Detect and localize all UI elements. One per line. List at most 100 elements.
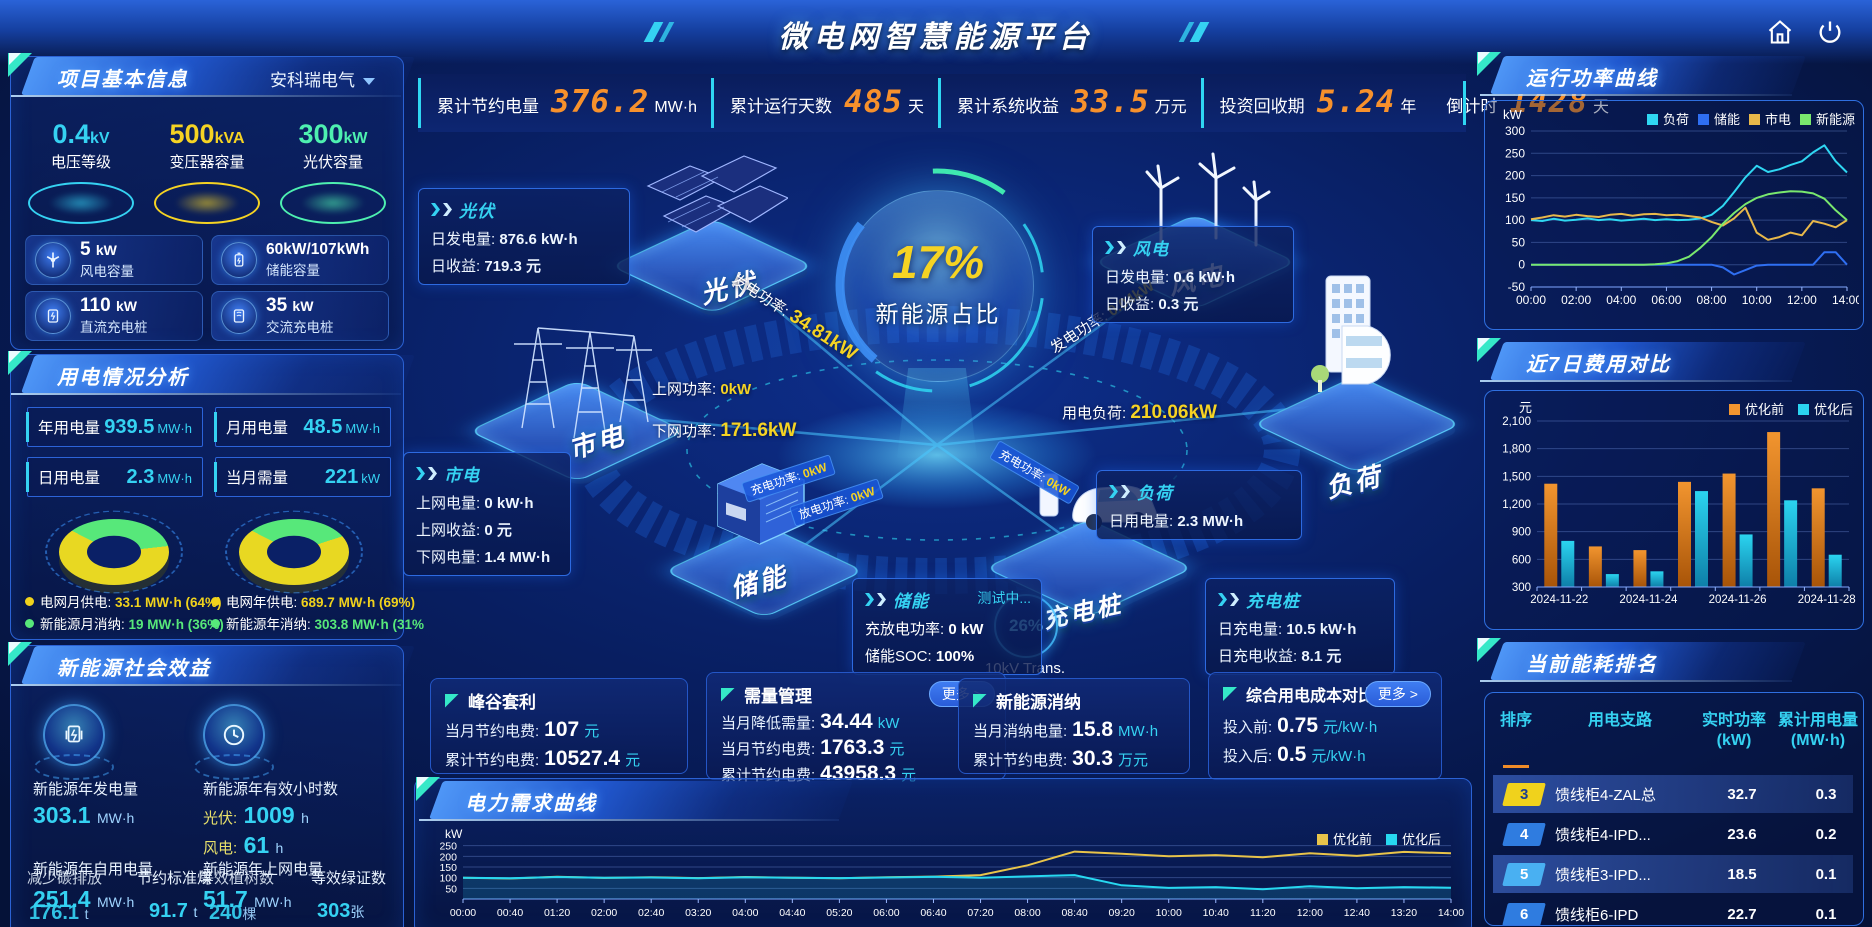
- charger-info-card: 充电桩 日充电量: 10.5 kW·h 日充电收益: 8.1 元: [1205, 578, 1395, 675]
- certs-label: 等效绿证数: [311, 870, 387, 887]
- energy-flow-diagram: 17% 新能源占比 光伏 风电: [400, 110, 1480, 680]
- power-towers-illustration: [514, 327, 652, 439]
- legend-load[interactable]: 负荷: [1646, 109, 1689, 128]
- legend-renew-year: 新能源年消纳: 303.8 MW·h (31%: [211, 613, 424, 633]
- col-branch: 用电支路: [1587, 712, 1652, 729]
- company-dropdown[interactable]: 安科瑞电气: [270, 66, 375, 91]
- pv-info-card: 光伏 日发电量: 876.6 kW·h 日收益: 719.3 元: [418, 188, 630, 285]
- chevron-right-icon: [1218, 593, 1227, 606]
- table-row[interactable]: 6 馈线柜6-IPD 22.7 0.1: [1493, 895, 1853, 925]
- chevron-down-icon: [363, 78, 375, 86]
- svg-text:00:40: 00:40: [497, 907, 523, 919]
- svg-text:10:00: 10:00: [1742, 293, 1772, 307]
- legend-before[interactable]: 优化前: [1728, 399, 1784, 418]
- self-use-value: 251.4 MW·h: [33, 886, 135, 912]
- svg-text:04:00: 04:00: [732, 907, 758, 919]
- svg-text:150: 150: [1505, 191, 1525, 205]
- svg-text:0: 0: [1518, 258, 1525, 272]
- strategy-renewable-consume: 新能源消纳 当月消纳电量: 15.8 MW·h 累计节约电费: 30.3 万元: [958, 678, 1190, 774]
- svg-text:05:20: 05:20: [826, 907, 852, 919]
- svg-text:50: 50: [1512, 235, 1526, 249]
- legend-after[interactable]: 优化后: [1797, 399, 1853, 418]
- dc-charger-icon: [35, 298, 71, 334]
- trees-value: 240棵: [209, 902, 257, 924]
- stat-total-income: 累计系统收益 33.5 万元: [938, 78, 1201, 128]
- title-slashes-right: [1178, 22, 1210, 42]
- svg-text:12:00: 12:00: [1787, 293, 1817, 307]
- legend-before[interactable]: 优化前: [1316, 829, 1372, 848]
- grid-info-card: 市电 上网电量: 0 kW·h 上网收益: 0 元 下网电量: 1.4 MW·h: [403, 452, 571, 576]
- chevron-right-icon: [416, 467, 425, 480]
- usage-year: 年用电量 939.5 MW·h: [26, 407, 203, 447]
- legend-after[interactable]: 优化后: [1385, 829, 1441, 848]
- title-slashes-left: [643, 22, 675, 42]
- svg-text:300: 300: [1505, 124, 1525, 138]
- svg-text:08:00: 08:00: [1014, 907, 1040, 919]
- svg-text:06:00: 06:00: [873, 907, 899, 919]
- gen-value: 303.1 MW·h: [33, 802, 135, 828]
- svg-text:00:00: 00:00: [450, 907, 476, 919]
- svg-text:02:40: 02:40: [638, 907, 664, 919]
- corner-icon: [973, 693, 987, 708]
- month-supply-donut: [45, 510, 183, 594]
- usage-month: 月用电量 48.5 MW·h: [214, 407, 391, 447]
- svg-text:04:00: 04:00: [1606, 293, 1636, 307]
- svg-text:250: 250: [1505, 146, 1525, 160]
- panel-demand-curve: 电力需求曲线 kW 优化前 优化后 50 100 150 200 250 00:00 00:…: [414, 777, 1472, 927]
- self-use-label: 新能源年自用电量: [33, 861, 154, 878]
- page-title: 微电网智慧能源平台: [778, 21, 1094, 54]
- table-row[interactable]: 5 馈线柜3-IPD... 18.5 0.1: [1493, 855, 1853, 893]
- wind-turbine-icon: [35, 242, 71, 278]
- rank-badge: 5: [1502, 862, 1546, 886]
- svg-text:50: 50: [445, 883, 457, 895]
- table-row[interactable]: 3 馈线柜4-ZAL总 32.7 0.3: [1493, 775, 1853, 813]
- svg-text:06:00: 06:00: [1651, 293, 1681, 307]
- y-axis-unit: 元: [1519, 400, 1533, 415]
- svg-text:2,100: 2,100: [1502, 416, 1531, 428]
- usage-demand: 当月需量 221 kW: [214, 457, 391, 497]
- panel-title: 运行功率曲线: [1526, 68, 1658, 90]
- svg-text:900: 900: [1512, 527, 1531, 539]
- svg-text:08:40: 08:40: [1061, 907, 1087, 919]
- load-info-card: 负荷 日用电量: 2.3 MW·h: [1096, 470, 1302, 540]
- legend-grid[interactable]: 市电: [1748, 109, 1791, 128]
- battery-icon: [221, 242, 257, 278]
- rank-badge: 3: [1502, 782, 1546, 806]
- svg-text:1,500: 1,500: [1502, 471, 1531, 483]
- to-grid-label: 新能源年上网电量: [203, 861, 324, 878]
- svg-text:06:40: 06:40: [920, 907, 946, 919]
- svg-text:200: 200: [439, 851, 457, 863]
- power-legend: 负荷 储能 市电 新能源: [1646, 109, 1855, 128]
- cost-compare-chart: 300 600 900 1,200 1,500 1,800 2,100 2024-11-22 2…: [1502, 416, 1855, 606]
- to-grid-value: 51.7 MW·h: [203, 886, 292, 912]
- more-button[interactable]: 更多 >: [1364, 681, 1431, 707]
- header-underline: [1503, 765, 1529, 768]
- renewable-percent-label: 新能源占比: [875, 301, 1001, 327]
- panel-title: 项目基本信息: [57, 69, 189, 91]
- strategy-cost-compare: 综合用电成本对比 更多 > 投入前: 0.75 元/kW·h 投入后: 0.5 元/kW…: [1208, 672, 1442, 780]
- pv-hours: 光伏: 1009 h: [203, 802, 309, 828]
- renewable-percent: 17%: [891, 236, 985, 288]
- svg-text:14:00: 14:00: [1438, 907, 1464, 919]
- hours-label: 新能源年有效小时数: [203, 781, 339, 798]
- svg-text:02:00: 02:00: [1561, 293, 1591, 307]
- home-icon[interactable]: [1766, 18, 1794, 46]
- legend-renewable[interactable]: 新能源: [1799, 109, 1855, 128]
- spotlight-transformer: 500kVA 变压器容量: [149, 119, 265, 224]
- table-row[interactable]: 4 馈线柜4-IPD... 23.6 0.2: [1493, 815, 1853, 853]
- svg-text:00:00: 00:00: [1516, 293, 1546, 307]
- panel-title: 新能源社会效益: [57, 658, 211, 680]
- power-icon[interactable]: [1816, 18, 1844, 46]
- legend-storage[interactable]: 储能: [1697, 109, 1740, 128]
- svg-text:13:20: 13:20: [1391, 907, 1417, 919]
- building-illustration: [1311, 275, 1391, 392]
- rank-badge: 4: [1502, 822, 1546, 846]
- svg-text:2024-11-24: 2024-11-24: [1619, 594, 1678, 606]
- pedestal-ring: [194, 754, 274, 780]
- spotlight-voltage: 0.4kV 电压等级: [23, 119, 139, 224]
- power-curve-chart: -50 0 50 100 150 200 250 300 00:00 02:00 04:00 06:0…: [1505, 124, 1859, 307]
- top-banner: [0, 0, 1872, 64]
- svg-text:150: 150: [439, 862, 457, 874]
- sphere-light-cone: [897, 368, 977, 458]
